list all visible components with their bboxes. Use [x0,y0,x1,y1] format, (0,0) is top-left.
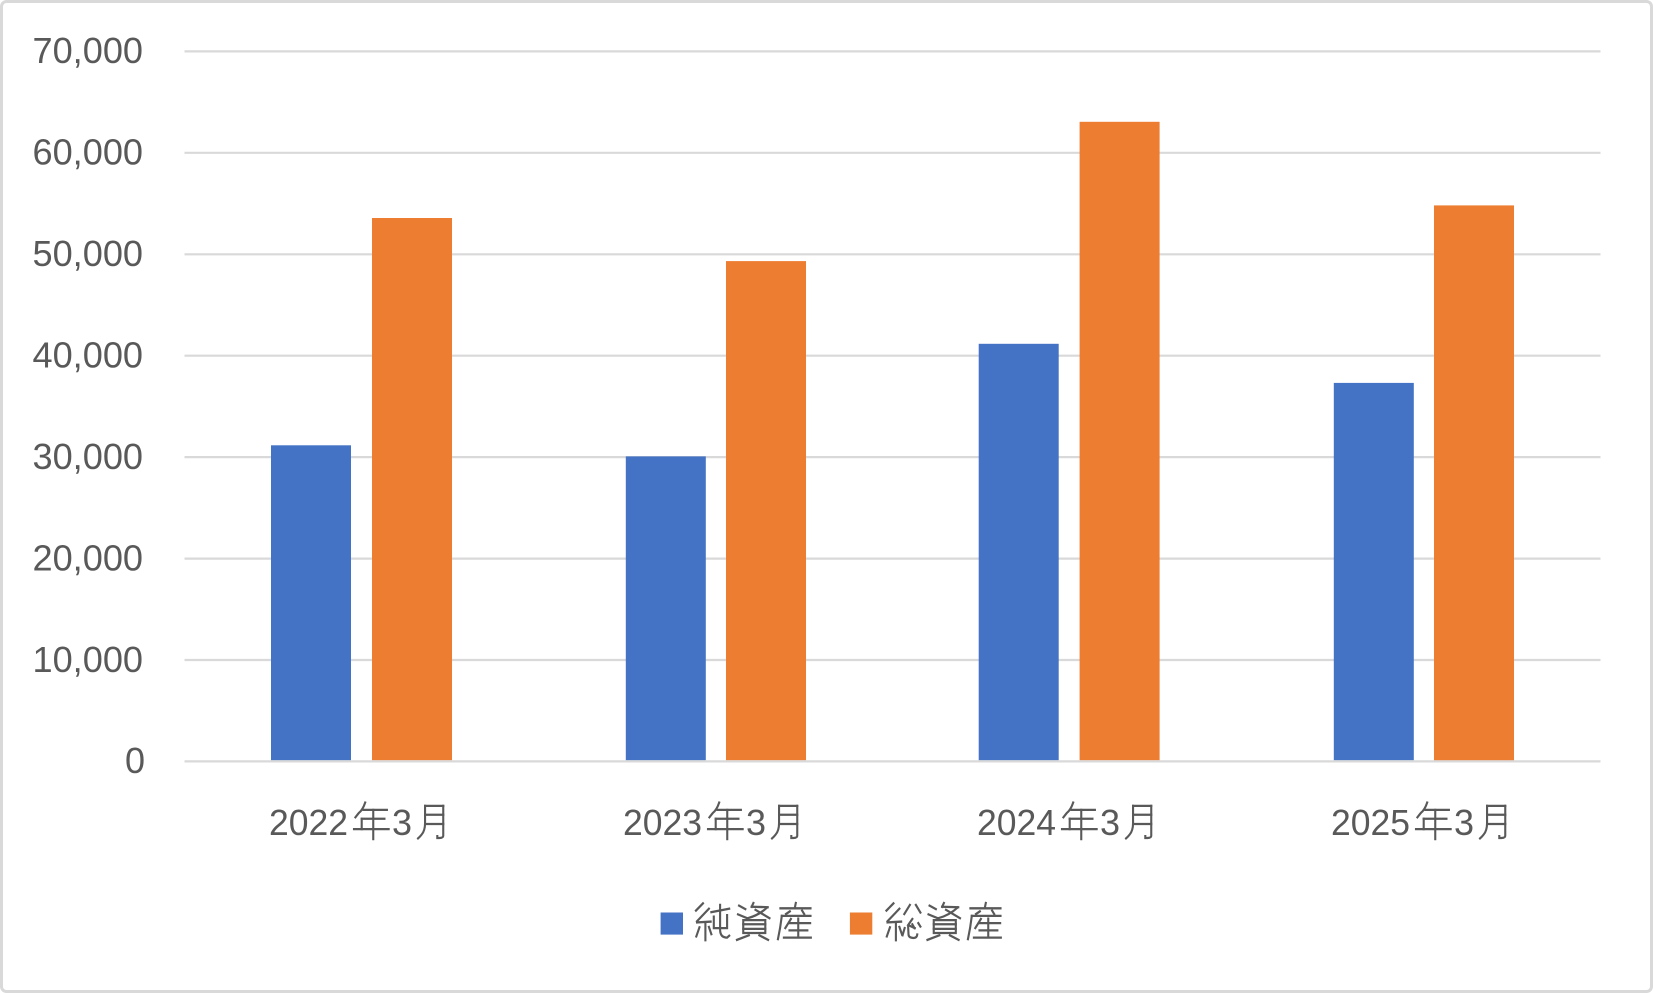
svg-text:50,000: 50,000 [33,233,144,274]
svg-text:60,000: 60,000 [33,132,144,173]
svg-text:40,000: 40,000 [33,335,144,376]
svg-text:3: 3 [746,802,766,843]
svg-text:70,000: 70,000 [33,30,144,71]
svg-text:0: 0 [125,740,145,781]
svg-text:3: 3 [1100,802,1120,843]
svg-text:30,000: 30,000 [33,436,144,477]
svg-text:3: 3 [1454,802,1474,843]
svg-text:3: 3 [392,802,412,843]
svg-text:2022: 2022 [269,802,348,843]
svg-text:2023: 2023 [623,802,702,843]
svg-text:20,000: 20,000 [33,537,144,578]
svg-text:2024: 2024 [977,802,1056,843]
svg-text:2025: 2025 [1331,802,1410,843]
svg-text:10,000: 10,000 [33,639,144,680]
